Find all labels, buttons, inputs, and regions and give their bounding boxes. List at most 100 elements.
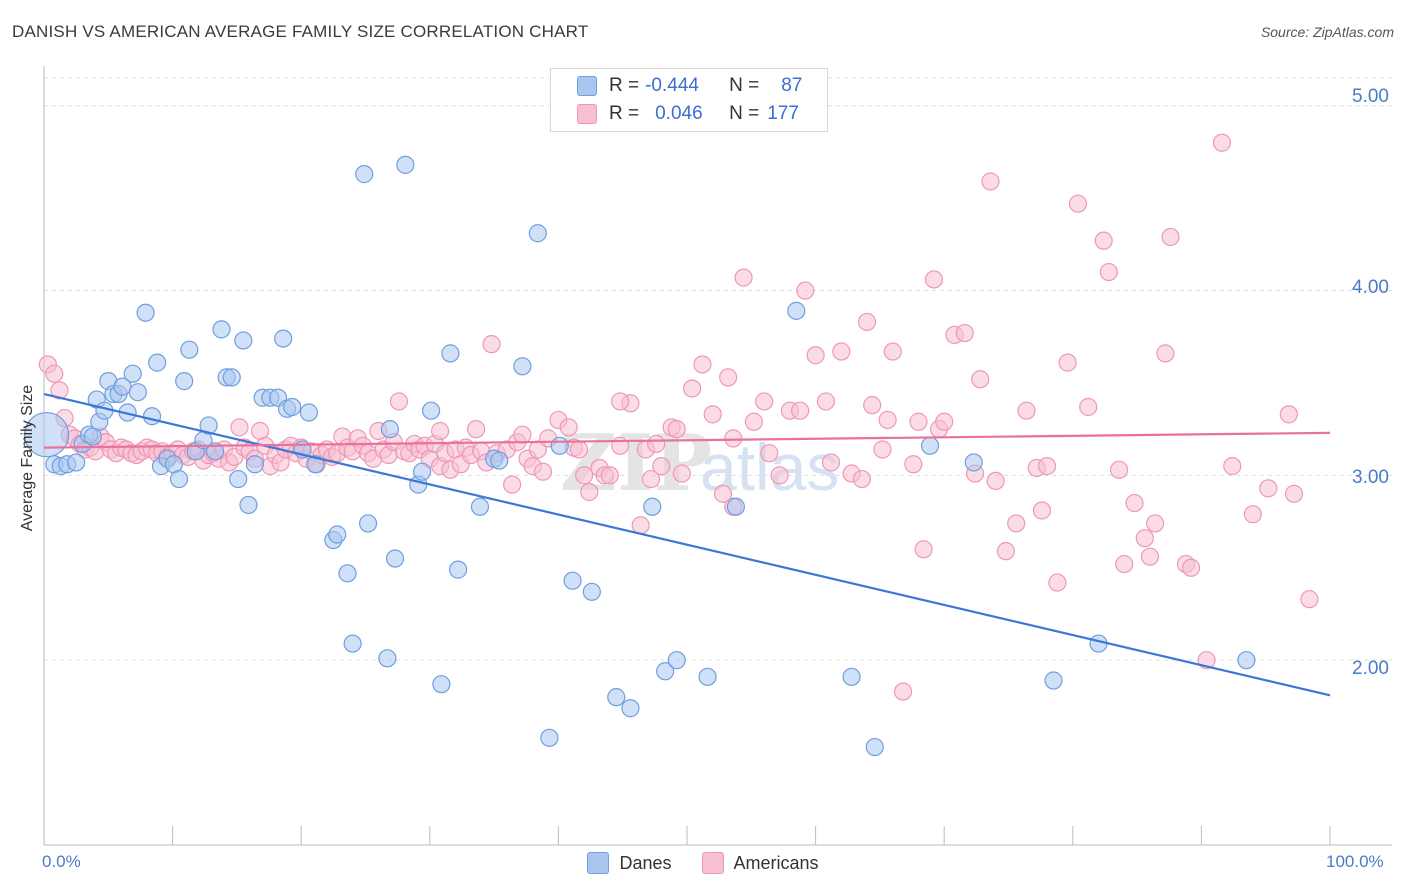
- americans-swatch: [577, 104, 597, 124]
- dane-point: [582, 582, 601, 601]
- american-point: [1037, 457, 1057, 476]
- american-point: [734, 268, 753, 287]
- dane-point: [245, 455, 265, 474]
- dane-point: [283, 397, 302, 417]
- legend-americans-swatch: [701, 852, 724, 874]
- american-point: [863, 396, 882, 415]
- danes-swatch: [577, 76, 597, 96]
- american-point: [631, 516, 650, 535]
- american-point: [1109, 460, 1129, 479]
- legend-danes-label: Danes: [619, 852, 672, 873]
- dane-point: [540, 728, 559, 747]
- american-point: [883, 342, 902, 361]
- american-point: [1135, 529, 1154, 548]
- x-tick-label-min: 0.0%: [42, 852, 81, 871]
- american-point: [513, 425, 532, 444]
- dane-point: [964, 453, 983, 472]
- y-tick-label: 5.00: [1352, 86, 1389, 107]
- american-point: [482, 335, 501, 354]
- american-point: [389, 392, 409, 411]
- american-point: [791, 401, 810, 420]
- dane-point: [421, 401, 441, 420]
- american-point: [430, 421, 450, 441]
- danes-n-value: 87: [781, 75, 803, 96]
- american-point: [1156, 344, 1175, 363]
- american-point: [641, 469, 661, 489]
- american-point: [647, 434, 666, 454]
- american-point: [1058, 353, 1077, 372]
- american-point: [713, 484, 733, 503]
- dane-point: [180, 340, 199, 359]
- stats-legend-box: R = -0.444 N = 87 R = 0.046 N = 177: [550, 68, 828, 132]
- american-point: [1182, 558, 1201, 577]
- dane-point: [550, 436, 569, 455]
- american-point: [909, 412, 928, 431]
- american-point: [878, 410, 897, 430]
- american-point: [724, 429, 743, 448]
- dane-point: [205, 442, 225, 461]
- american-point: [981, 172, 1000, 191]
- american-point: [1243, 505, 1262, 524]
- american-point: [1048, 573, 1067, 592]
- dane-point: [136, 303, 155, 322]
- dane-point: [378, 649, 397, 668]
- american-point: [832, 342, 851, 361]
- americans-r-value: 0.046: [655, 103, 703, 124]
- american-point: [1094, 231, 1113, 250]
- american-point: [955, 323, 974, 343]
- dane-point: [128, 383, 147, 402]
- dane-point: [667, 651, 686, 670]
- american-point: [996, 542, 1016, 561]
- american-point: [1099, 262, 1118, 282]
- trend-lines: [43, 392, 1331, 697]
- dane-point: [1237, 651, 1256, 670]
- dane-point: [448, 560, 468, 579]
- american-point: [971, 370, 990, 389]
- dane-point: [274, 329, 293, 348]
- dane-point: [212, 320, 231, 339]
- dane-point: [358, 514, 378, 533]
- americans-n-label: N =: [729, 103, 760, 124]
- dane-point: [726, 497, 745, 516]
- dane-point: [175, 372, 194, 391]
- american-point: [719, 368, 738, 387]
- dane-point: [148, 353, 167, 372]
- dane-point: [563, 571, 582, 590]
- dane-point: [865, 737, 884, 757]
- dane-point: [299, 403, 319, 422]
- legend-item-danes: Danes: [587, 852, 672, 874]
- danes-r-label: R =: [609, 75, 640, 96]
- dane-point: [528, 224, 547, 243]
- american-point: [667, 420, 686, 439]
- american-point: [466, 420, 486, 439]
- stats-row-americans: R = 0.046 N = 177: [551, 101, 799, 127]
- american-point: [1079, 397, 1098, 417]
- american-point: [703, 405, 722, 424]
- americans-trend-line: [43, 431, 1331, 449]
- american-point: [1259, 479, 1278, 498]
- danes-n-label: N =: [729, 75, 760, 96]
- american-point: [1017, 401, 1036, 420]
- american-point: [770, 466, 789, 485]
- dane-point: [621, 699, 640, 718]
- dane-point: [123, 364, 142, 383]
- american-point: [914, 540, 933, 559]
- dane-point: [490, 451, 509, 470]
- dane-point: [513, 357, 532, 376]
- x-tick-label-max: 100.0%: [1326, 852, 1384, 871]
- american-point: [1068, 194, 1088, 213]
- y-tick-label: 2.00: [1352, 658, 1389, 679]
- american-point: [857, 312, 877, 332]
- american-point: [1279, 405, 1298, 424]
- american-point: [873, 440, 892, 459]
- american-point: [503, 475, 522, 494]
- dane-point: [169, 469, 189, 489]
- legend-americans-label: Americans: [733, 852, 819, 873]
- dane-point: [470, 497, 490, 516]
- dane-point: [338, 564, 357, 583]
- y-tick-label: 4.00: [1352, 277, 1389, 298]
- danes-r-value: -0.444: [645, 75, 699, 96]
- american-point: [1032, 501, 1052, 520]
- danes-series: [23, 155, 1256, 757]
- dane-point: [380, 420, 400, 439]
